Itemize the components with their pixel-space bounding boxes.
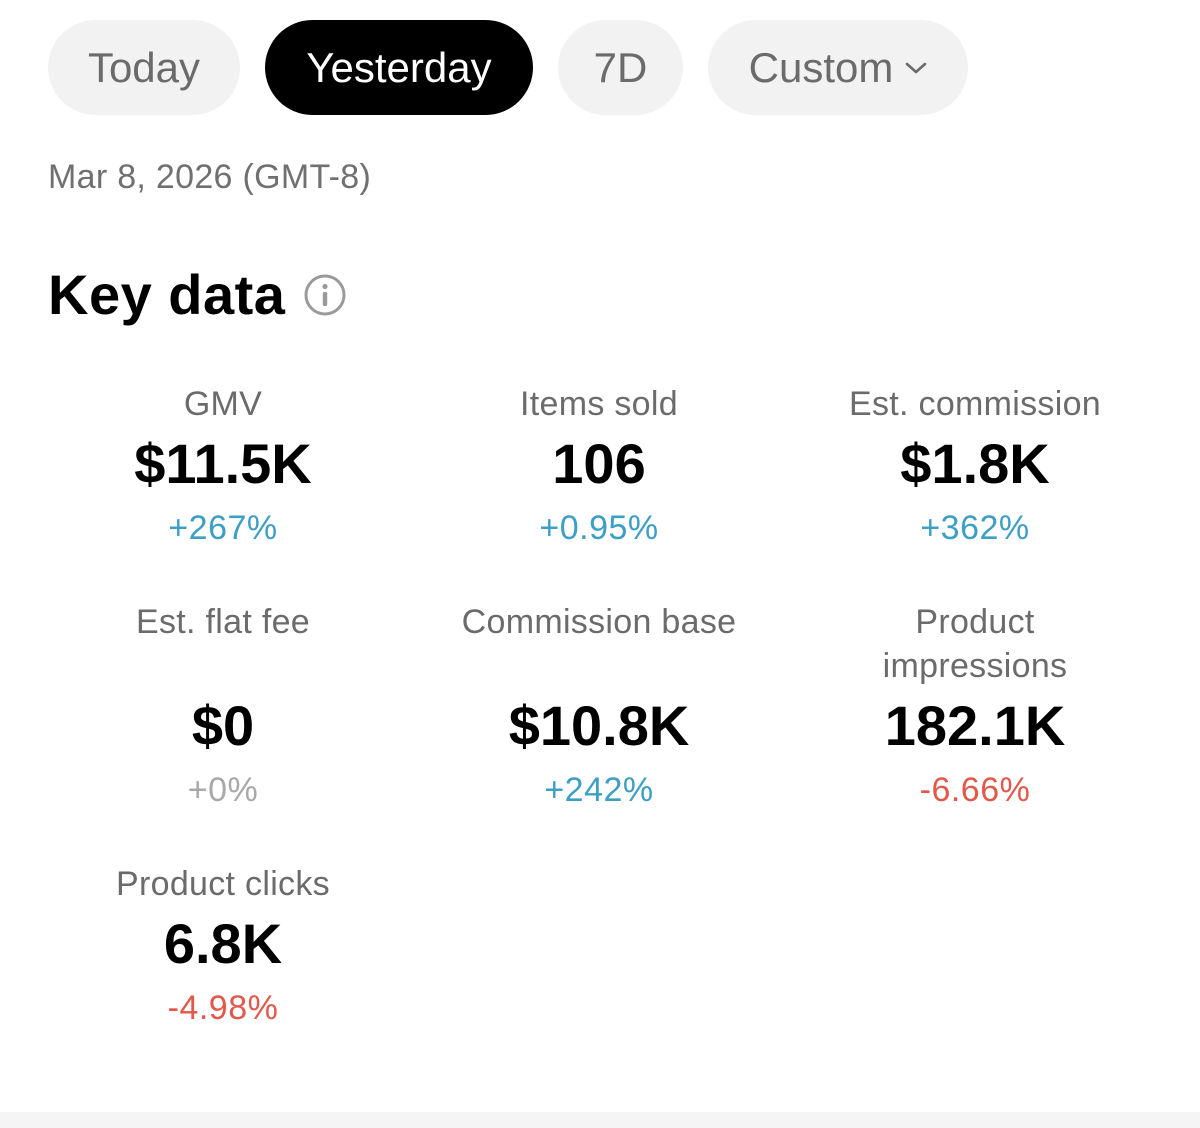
metric-change: +0.95% — [539, 509, 659, 547]
tab-yesterday[interactable]: Yesterday — [265, 20, 533, 115]
metric-product-impressions[interactable]: Product impressions 182.1K -6.66% — [787, 600, 1163, 809]
metric-label: Est. flat fee — [136, 603, 310, 641]
metric-commission-base[interactable]: Commission base $10.8K +242% — [411, 600, 787, 809]
metric-label: GMV — [183, 385, 263, 423]
metric-value: $10.8K — [508, 694, 690, 757]
tab-today-label: Today — [87, 43, 201, 91]
tab-today[interactable]: Today — [48, 20, 240, 115]
tab-7d[interactable]: 7D — [558, 20, 683, 115]
metric-est-commission[interactable]: Est. commission $1.8K +362% — [787, 382, 1163, 547]
tab-yesterday-label: Yesterday — [306, 43, 492, 91]
metric-change: +0% — [187, 771, 259, 809]
metric-value: $11.5K — [134, 432, 312, 495]
tab-7d-label: 7D — [593, 43, 648, 91]
metric-label: Product clicks — [116, 865, 330, 903]
metric-value: 106 — [552, 432, 646, 495]
section-title: Key data — [48, 263, 286, 326]
metric-value: 182.1K — [884, 694, 1066, 757]
section-header: Key data — [48, 262, 347, 327]
bottom-divider — [0, 1112, 1200, 1128]
metric-change: -4.98% — [167, 989, 279, 1027]
metric-value: 6.8K — [163, 912, 283, 975]
metric-gmv[interactable]: GMV $11.5K +267% — [35, 382, 411, 547]
metric-value: $1.8K — [900, 432, 1050, 495]
metric-change: +267% — [168, 509, 278, 547]
date-range-label: Mar 8, 2026 (GMT-8) — [48, 158, 372, 196]
period-tabs: Today Yesterday 7D Custom — [48, 20, 993, 115]
metric-value: $0 — [191, 694, 255, 757]
tab-custom-label: Custom — [748, 43, 894, 91]
metric-change: +242% — [544, 771, 654, 809]
metric-change: -6.66% — [919, 771, 1031, 809]
metric-label: Commission base — [461, 603, 737, 641]
chevron-down-icon — [906, 62, 927, 73]
metric-product-clicks[interactable]: Product clicks 6.8K -4.98% — [35, 862, 411, 1027]
metric-items-sold[interactable]: Items sold 106 +0.95% — [411, 382, 787, 547]
metric-label: Product impressions — [882, 603, 1068, 685]
metric-label: Est. commission — [849, 385, 1101, 423]
info-icon[interactable] — [303, 273, 347, 317]
metric-est-flat-fee[interactable]: Est. flat fee $0 +0% — [35, 600, 411, 809]
metric-change: +362% — [920, 509, 1030, 547]
tab-custom[interactable]: Custom — [708, 20, 968, 115]
metric-label: Items sold — [520, 385, 678, 423]
